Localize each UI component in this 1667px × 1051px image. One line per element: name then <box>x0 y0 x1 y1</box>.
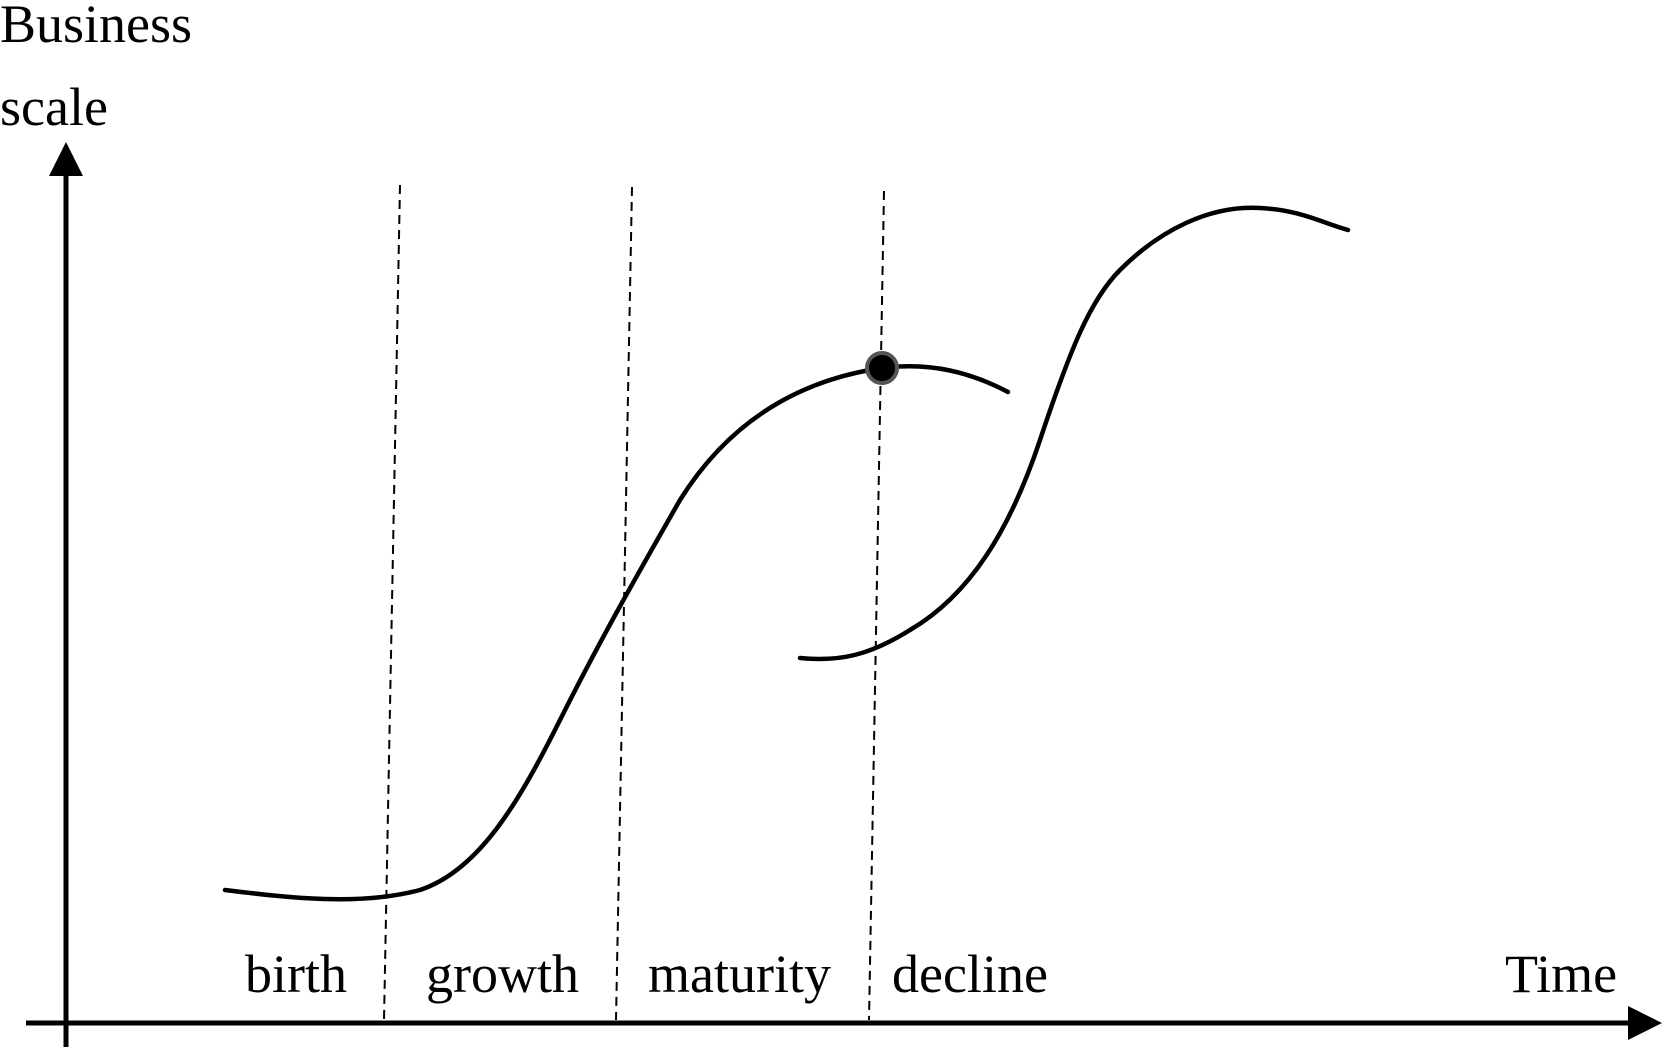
divider-growth-maturity <box>615 186 633 1021</box>
peak-point-marker <box>865 351 899 385</box>
stage-label-maturity: maturity <box>648 944 831 1004</box>
stage-label-growth: growth <box>426 944 579 1004</box>
first-life-cycle-curve <box>222 364 1011 902</box>
y-axis-label-line2: scale <box>0 77 108 137</box>
y-axis-arrow <box>49 142 83 176</box>
stage-label-birth: birth <box>245 944 347 1004</box>
x-axis-label: Time <box>1505 944 1617 1004</box>
x-axis-arrow <box>1628 1006 1662 1040</box>
divider-maturity-decline <box>868 190 885 1021</box>
stage-label-decline: decline <box>892 944 1048 1004</box>
divider-birth-growth <box>383 184 401 1021</box>
second-life-cycle-curve <box>797 205 1351 662</box>
y-axis-label-line1: Business <box>0 0 192 54</box>
